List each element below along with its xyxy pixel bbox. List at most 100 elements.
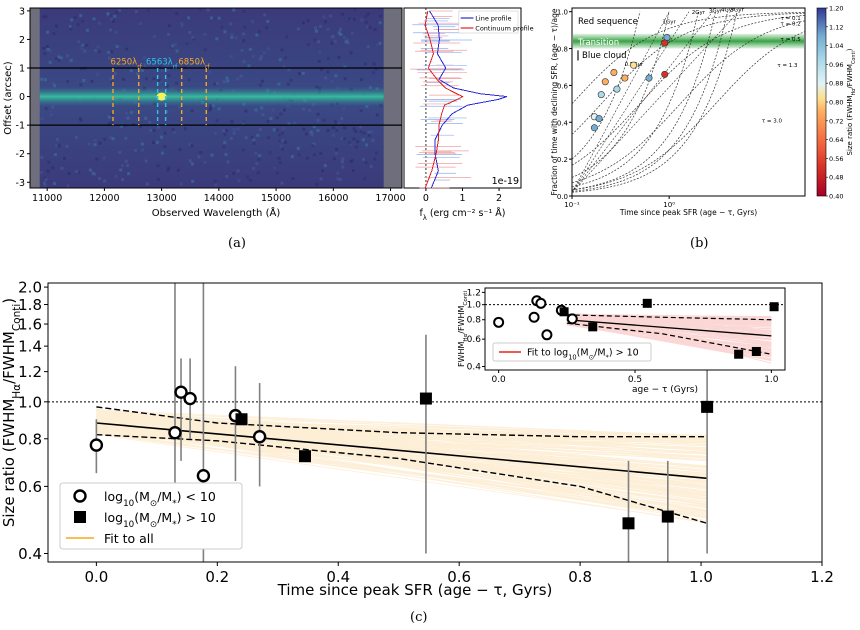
noise-pixel (378, 21, 382, 25)
noise-pixel (109, 28, 113, 32)
fit-sample-line (96, 428, 708, 455)
noise-pixel (81, 43, 85, 47)
halpha-emission-spot (156, 92, 167, 101)
noise-pixel (310, 133, 314, 137)
y-tick-label: 1.0 (467, 301, 482, 311)
noise-pixel (44, 177, 48, 181)
noise-pixel (107, 50, 111, 54)
fit-sample-line (96, 410, 708, 437)
inset-fit-sample (566, 314, 772, 335)
fit-sample-line (96, 433, 708, 438)
inset-high-mass-point (588, 322, 598, 332)
noise-pixel (43, 183, 47, 187)
tau-track (571, 12, 806, 105)
noise-pixel (46, 169, 50, 173)
fit-sample-line (96, 425, 708, 472)
noise-pixel (352, 127, 356, 131)
noise-pixel (257, 30, 261, 34)
noise-pixel (65, 54, 69, 58)
noise-pixel (297, 72, 301, 76)
noise-pixel (54, 143, 58, 147)
noise-pixel (342, 106, 346, 110)
profile-legend: Line profile Continuum profile (458, 10, 534, 34)
noise-pixel (118, 8, 122, 12)
noise-pixel (160, 68, 164, 72)
fit-sample-line (96, 417, 708, 468)
age-track (571, 11, 699, 188)
inset-y-label: FWHMHα/FWHMConti (457, 291, 469, 368)
fit-sample-line (96, 408, 708, 506)
fit-sample-line (96, 421, 708, 447)
noise-pixel (60, 166, 64, 170)
continuum-profile-series (424, 10, 464, 189)
fit-sample-line (96, 430, 708, 460)
y-tick-label: 0.4 (557, 119, 569, 127)
fit-sample-line (96, 409, 708, 484)
fit-sample-line (96, 427, 708, 469)
noise-pixel (262, 51, 266, 55)
noise-pixel (369, 164, 373, 168)
noise-pixel (266, 19, 270, 23)
noise-pixel (81, 19, 85, 23)
fit-sample-line (96, 419, 708, 515)
noise-pixel (334, 74, 338, 78)
line-profile-series (429, 10, 508, 189)
age-label: 3Gyr (709, 8, 723, 14)
noise-pixel (93, 172, 97, 176)
x-tick-label: 13000 (147, 193, 177, 204)
noise-pixel (139, 22, 143, 26)
inset-fit-sample (566, 320, 772, 341)
noise-pixel (363, 176, 367, 180)
noise-pixel (374, 67, 378, 71)
noise-pixel (165, 84, 169, 88)
inset-fit-sample (566, 313, 772, 330)
noise-pixel (210, 153, 214, 157)
x-tick-label: 0.8 (568, 568, 592, 586)
fit-sample-line (96, 414, 708, 454)
noise-pixel (110, 50, 114, 54)
galaxy-point (601, 78, 609, 86)
noise-pixel (203, 160, 207, 164)
noise-pixel (176, 168, 180, 172)
noise-pixel (57, 55, 61, 59)
noise-pixel (167, 166, 171, 170)
model-track (571, 11, 713, 193)
fit-sample-line (96, 422, 708, 457)
tau-tracks (571, 11, 806, 193)
noise-pixel (222, 129, 226, 133)
age-track (571, 11, 738, 193)
noise-pixel (152, 77, 156, 81)
noise-pixel (359, 125, 363, 129)
profile-legend-box (458, 10, 519, 34)
noise-pixel (306, 19, 310, 23)
fit-sample-line (96, 422, 708, 489)
x-tick-label: 0.4 (326, 568, 350, 586)
inset-fit-sample (566, 322, 772, 343)
noise-pixel (165, 63, 169, 67)
noise-pixel (318, 50, 322, 54)
fit-sample-line (96, 433, 708, 509)
noise-pixel (314, 26, 318, 30)
noise-pixel (268, 151, 272, 155)
noise-pixel (138, 125, 142, 129)
inset-fit-sample (566, 313, 772, 340)
red-sequence-label: Red sequence (578, 17, 638, 27)
y-tick-label: 0.8 (467, 316, 482, 326)
noise-pixel (115, 44, 119, 48)
noise-pixel (257, 157, 261, 161)
fit-samples (96, 408, 708, 524)
tau-label: τ = 0.1 (781, 16, 801, 22)
age-label: 1Gyr (663, 19, 677, 25)
noise-pixel (317, 59, 321, 63)
inset-fit-upper (566, 314, 772, 321)
inset-fit-sample (566, 314, 772, 323)
y-tick-label: 1.4 (18, 338, 42, 356)
colorbar-label: Size ratio (FWHMHα/FWHMConti) (846, 48, 857, 155)
noise-pixel (269, 116, 273, 120)
noise-pixel (185, 60, 189, 64)
inset-fit-sample (566, 318, 772, 321)
fit-sample-line (96, 432, 708, 514)
noise-pixel (343, 126, 347, 130)
noise-pixel (255, 162, 259, 166)
noise-pixel (55, 137, 59, 141)
